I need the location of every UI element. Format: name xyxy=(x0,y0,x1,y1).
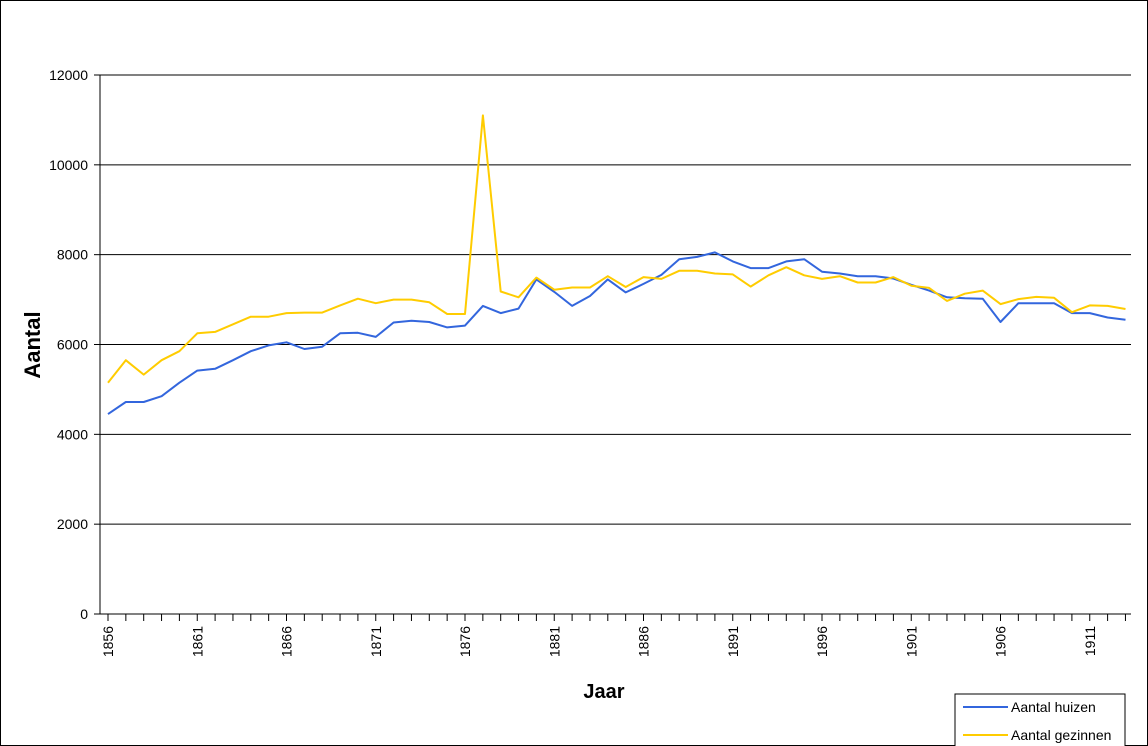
x-axis-title: Jaar xyxy=(583,681,624,703)
legend-label-huizen: Aantal huizen xyxy=(1011,699,1096,715)
y-axis-title: Aantal xyxy=(20,311,45,378)
x-tick-label-1901: 1901 xyxy=(903,626,919,657)
axes xyxy=(94,74,1131,621)
x-tick-label-1856: 1856 xyxy=(100,626,116,657)
y-tick-label-2000: 2000 xyxy=(57,516,88,532)
x-tick-label-1906: 1906 xyxy=(993,626,1009,657)
x-tick-labels: 1856 1861 1866 1871 1876 1881 1886 1891 1896 1901… xyxy=(100,626,1098,657)
gridlines xyxy=(100,74,1131,525)
series-line-huizen xyxy=(107,251,1126,415)
x-tick-label-1861: 1861 xyxy=(189,626,205,657)
legend: Aantal huizen Aantal gezinnen xyxy=(954,693,1126,746)
y-tick-label-12000: 12000 xyxy=(49,67,88,83)
series-line-gezinnen xyxy=(107,114,1126,384)
x-tick-label-1896: 1896 xyxy=(814,626,830,657)
x-tick-label-1881: 1881 xyxy=(546,626,562,657)
y-tick-label-8000: 8000 xyxy=(57,247,88,263)
legend-label-gezinnen: Aantal gezinnen xyxy=(1011,727,1111,743)
series-lines xyxy=(107,114,1126,415)
legend-box xyxy=(954,693,1126,746)
x-tick-label-1871: 1871 xyxy=(368,626,384,657)
y-tick-labels: 0 2000 4000 6000 8000 10000 12000 xyxy=(49,67,88,622)
x-tick-label-1876: 1876 xyxy=(457,626,473,657)
y-tick-label-6000: 6000 xyxy=(57,337,88,353)
x-tick-label-1886: 1886 xyxy=(636,626,652,657)
y-tick-label-0: 0 xyxy=(80,606,88,622)
x-tick-label-1891: 1891 xyxy=(725,626,741,657)
x-tick-label-1911: 1911 xyxy=(1082,626,1098,656)
x-tick-label-1866: 1866 xyxy=(279,626,295,657)
y-tick-label-10000: 10000 xyxy=(49,157,88,173)
y-tick-label-4000: 4000 xyxy=(57,426,88,442)
